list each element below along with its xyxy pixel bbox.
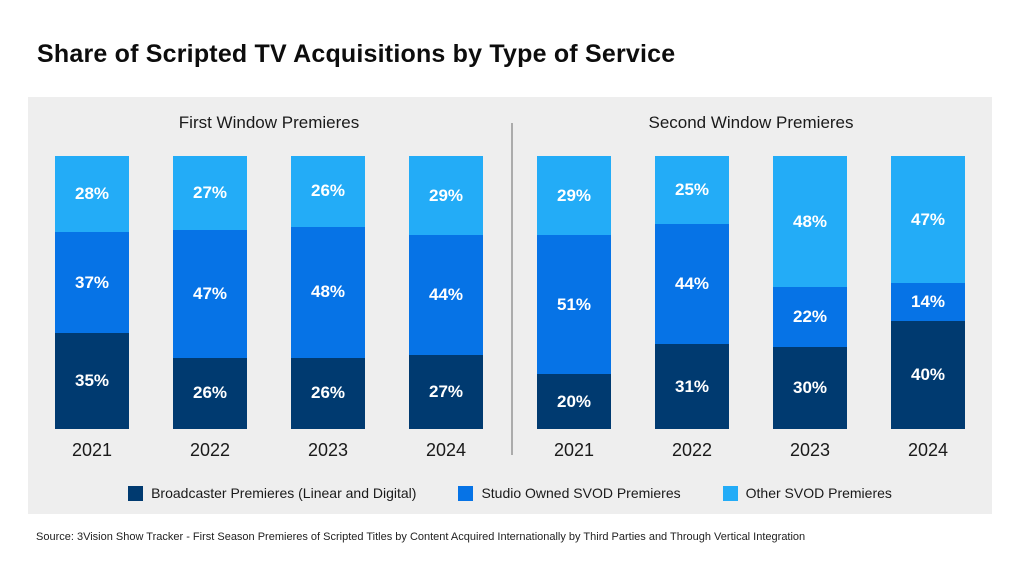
segment-value-label: 20% — [556, 391, 592, 411]
year-axis-label: 2021 — [553, 440, 595, 460]
bar-segment-broadcaster: 30% — [773, 347, 847, 429]
bar-segment-other: 47% — [891, 156, 965, 284]
years-row: 2021 2022 2023 2024 — [28, 440, 510, 461]
segment-value-label: 31% — [674, 376, 710, 396]
stacked-bar-2021: 28% 37% 35% — [55, 156, 129, 429]
stacked-bar-2022: 27% 47% 26% — [173, 156, 247, 429]
stacked-bar-2023: 48% 22% 30% — [773, 156, 847, 429]
page-title: Share of Scripted TV Acquisitions by Typ… — [37, 40, 676, 68]
segment-value-label: 14% — [910, 291, 946, 311]
year-axis-label: 2021 — [71, 440, 113, 460]
bar-segment-other: 27% — [173, 156, 247, 230]
segment-value-label: 29% — [428, 185, 464, 205]
bar-segment-studio: 22% — [773, 287, 847, 348]
bar-segment-studio: 44% — [655, 224, 729, 345]
bar-segment-studio: 51% — [537, 235, 611, 375]
bar-segment-studio: 47% — [173, 229, 247, 358]
legend-swatch-icon — [458, 485, 474, 501]
year-axis-label: 2024 — [907, 440, 949, 460]
chart-group-second-window: Second Window Premieres 29% 51% 20% 25% 44% 3… — [510, 97, 992, 461]
group-divider-line — [511, 123, 513, 455]
segment-value-label: 40% — [910, 364, 946, 384]
bar-segment-studio: 37% — [55, 232, 129, 334]
year-axis-label: 2024 — [425, 440, 467, 460]
stacked-bar-2024: 29% 44% 27% — [409, 156, 483, 429]
segment-value-label: 27% — [192, 182, 228, 202]
bar-segment-studio: 48% — [291, 226, 365, 358]
segment-value-label: 28% — [74, 184, 110, 204]
bar-segment-other: 29% — [537, 156, 611, 236]
legend-item: Broadcaster Premieres (Linear and Digita… — [128, 485, 416, 501]
legend-label: Other SVOD Premieres — [745, 485, 892, 501]
bar-segment-broadcaster: 20% — [537, 374, 611, 429]
bar-segment-other: 28% — [55, 156, 129, 233]
segment-value-label: 48% — [792, 211, 828, 231]
segment-value-label: 26% — [310, 181, 346, 201]
segment-value-label: 35% — [74, 371, 110, 391]
bar-segment-broadcaster: 31% — [655, 344, 729, 429]
bar-segment-other: 48% — [773, 156, 847, 288]
legend-label: Studio Owned SVOD Premieres — [481, 485, 681, 501]
year-axis-label: 2023 — [307, 440, 349, 460]
bar-segment-broadcaster: 27% — [409, 355, 483, 429]
year-axis-label: 2022 — [671, 440, 713, 460]
bar-segment-studio: 14% — [891, 283, 965, 321]
segment-value-label: 26% — [192, 383, 228, 403]
bar-segment-other: 26% — [291, 156, 365, 227]
segment-value-label: 37% — [74, 272, 110, 292]
segment-value-label: 44% — [428, 285, 464, 305]
bar-segment-broadcaster: 26% — [291, 358, 365, 429]
legend-item: Other SVOD Premieres — [722, 485, 892, 501]
segment-value-label: 22% — [792, 307, 828, 327]
legend-swatch-icon — [722, 485, 738, 501]
segment-value-label: 25% — [674, 180, 710, 200]
segment-value-label: 27% — [428, 382, 464, 402]
bars-row: 29% 51% 20% 25% 44% 31% 48% 22% 30% 47% 14% 40% — [510, 156, 992, 429]
segment-value-label: 30% — [792, 378, 828, 398]
segment-value-label: 47% — [192, 283, 228, 303]
groups-row: First Window Premieres 28% 37% 35% 27% 47% 26… — [28, 97, 992, 461]
bar-segment-broadcaster: 35% — [55, 333, 129, 429]
segment-value-label: 44% — [674, 274, 710, 294]
bar-segment-other: 29% — [409, 156, 483, 236]
stacked-bar-2024: 47% 14% 40% — [891, 156, 965, 429]
legend-label: Broadcaster Premieres (Linear and Digita… — [151, 485, 417, 501]
bar-segment-studio: 44% — [409, 235, 483, 356]
stacked-bar-2022: 25% 44% 31% — [655, 156, 729, 429]
bars-row: 28% 37% 35% 27% 47% 26% 26% 48% 26% 29% 44% 27% — [28, 156, 510, 429]
segment-value-label: 51% — [556, 294, 592, 314]
stacked-bar-2021: 29% 51% 20% — [537, 156, 611, 429]
bar-segment-other: 25% — [655, 156, 729, 225]
years-row: 2021 2022 2023 2024 — [510, 440, 992, 461]
segment-value-label: 47% — [910, 209, 946, 229]
segment-value-label: 26% — [310, 383, 346, 403]
year-axis-label: 2022 — [189, 440, 231, 460]
chart-group-first-window: First Window Premieres 28% 37% 35% 27% 47% 26… — [28, 97, 510, 461]
legend: Broadcaster Premieres (Linear and Digita… — [28, 485, 992, 501]
source-note: Source: 3Vision Show Tracker - First Sea… — [36, 531, 806, 543]
chart-panel: First Window Premieres 28% 37% 35% 27% 47% 26… — [28, 97, 992, 514]
segment-value-label: 48% — [310, 282, 346, 302]
segment-value-label: 29% — [556, 185, 592, 205]
stacked-bar-2023: 26% 48% 26% — [291, 156, 365, 429]
group-header: First Window Premieres — [178, 113, 360, 132]
legend-item: Studio Owned SVOD Premieres — [458, 485, 681, 501]
group-header: Second Window Premieres — [648, 113, 854, 132]
bar-segment-broadcaster: 26% — [173, 358, 247, 429]
year-axis-label: 2023 — [789, 440, 831, 460]
legend-swatch-icon — [128, 485, 144, 501]
bar-segment-broadcaster: 40% — [891, 320, 965, 429]
